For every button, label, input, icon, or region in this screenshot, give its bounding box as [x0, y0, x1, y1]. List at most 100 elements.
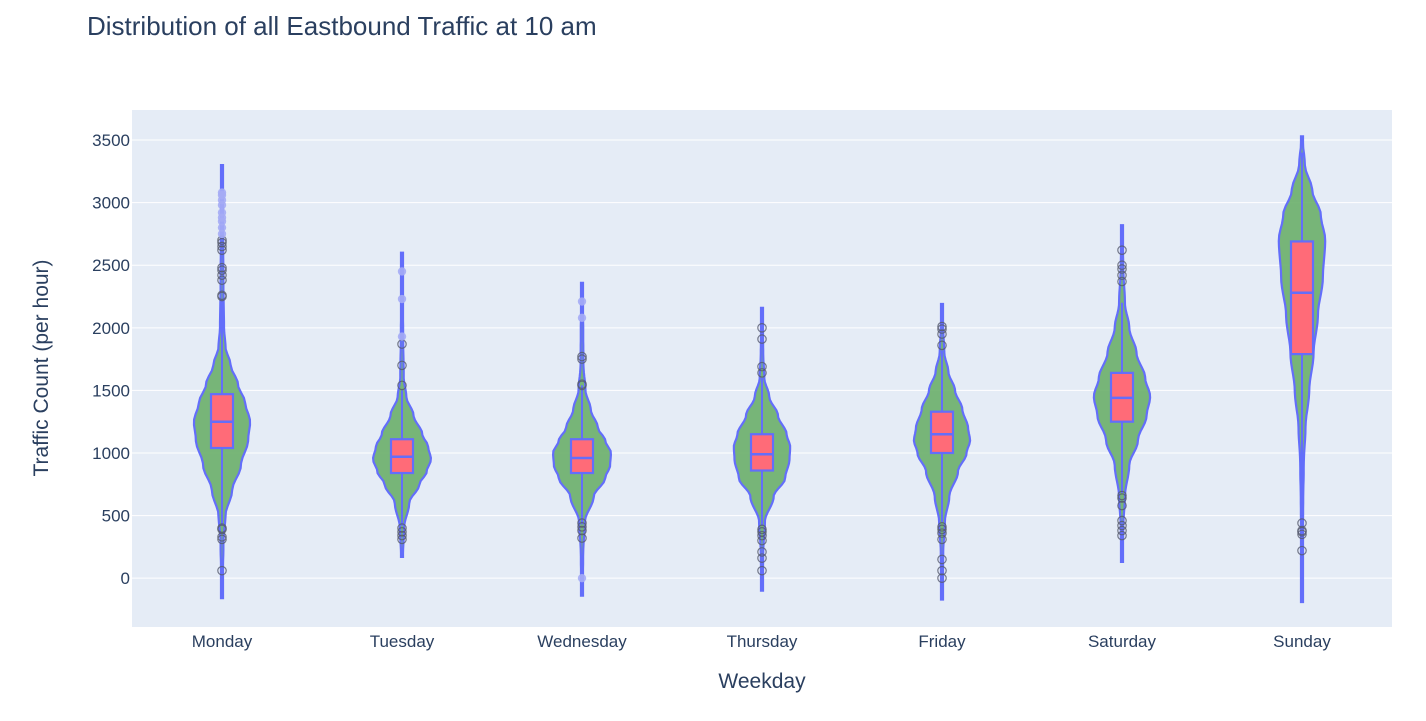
outlier-point [217, 262, 227, 273]
suspected-outlier-point [217, 208, 227, 217]
outlier-point [397, 523, 407, 533]
outlier-point [1117, 500, 1127, 511]
outlier-point [757, 565, 767, 576]
outlier-point [937, 329, 947, 339]
outlier-point [577, 522, 587, 532]
outlier-point [757, 368, 767, 378]
violin-friday [912, 302, 972, 601]
outlier-point [577, 525, 587, 536]
outlier-point [1117, 520, 1127, 531]
y-tick-label: 0 [121, 569, 130, 588]
outlier-point [757, 524, 767, 535]
outlier-point [217, 565, 227, 576]
violin-tuesday [371, 251, 433, 558]
outlier-point [217, 245, 227, 256]
outlier-point [937, 573, 947, 583]
outlier-point [397, 527, 407, 537]
suspected-outlier-point [577, 573, 587, 583]
suspected-outlier-point [577, 297, 587, 306]
x-tick-label: Sunday [1273, 632, 1331, 651]
outlier-point [217, 237, 227, 248]
violins [192, 135, 1327, 604]
outlier-point [1297, 518, 1307, 528]
suspected-outlier-point [217, 188, 227, 197]
x-tick-label: Friday [918, 632, 966, 651]
outlier-point [1297, 529, 1307, 540]
outlier-point [757, 530, 767, 541]
y-tick-label: 3500 [92, 131, 130, 150]
outlier-point [1117, 264, 1127, 274]
suspected-outlier-point [397, 294, 407, 304]
outlier-point [937, 324, 947, 334]
outlier-point [397, 530, 407, 541]
violin-monday [192, 164, 252, 600]
outlier-point [397, 380, 407, 391]
y-tick-label: 1000 [92, 444, 130, 463]
outlier-point [937, 528, 947, 538]
outlier-point [937, 321, 947, 332]
outlier-point [1117, 245, 1127, 256]
outlier-point [937, 534, 947, 545]
y-axis-label: Traffic Count (per hour) [30, 259, 53, 476]
x-tick-label: Thursday [727, 632, 798, 651]
outlier-point [577, 518, 587, 528]
outlier-point [1117, 530, 1127, 541]
suspected-outlier-point [397, 332, 407, 341]
outlier-point [1117, 490, 1127, 501]
outlier-point [937, 522, 947, 532]
outlier-point [577, 351, 587, 362]
outlier-point [1297, 545, 1307, 556]
outlier-point [757, 527, 767, 537]
outlier-point [217, 265, 227, 276]
suspected-outlier-point [397, 267, 407, 276]
outlier-point [757, 547, 767, 557]
y-tick-label: 500 [102, 507, 130, 526]
y-tick-label: 3000 [92, 194, 130, 213]
x-axis-label: Weekday [718, 670, 806, 693]
outlier-point [577, 379, 587, 389]
y-tick-label: 1500 [92, 381, 130, 400]
x-tick-label: Monday [192, 632, 253, 651]
violin-saturday [1092, 224, 1152, 563]
x-tick-label: Saturday [1088, 632, 1157, 651]
outlier-point [217, 523, 227, 533]
outlier-point [577, 533, 587, 543]
x-tick-label: Tuesday [370, 632, 435, 651]
outlier-point [217, 275, 227, 286]
outlier-point [757, 553, 767, 563]
y-axis-ticks: 0 500 1000 1500 2000 2500 3000 3500 [92, 131, 130, 588]
outlier-point [1117, 260, 1127, 271]
chart-title: Distribution of all Eastbound Traffic at… [87, 11, 597, 41]
outlier-point [757, 361, 767, 372]
outlier-point [1297, 525, 1307, 536]
violin-box [749, 433, 775, 472]
violin-wednesday [551, 281, 613, 597]
outlier-point [937, 340, 947, 351]
violin-thursday [732, 306, 792, 592]
outlier-point [217, 270, 227, 281]
x-axis-ticks: Monday Tuesday Wednesday Thursday Friday Satu… [192, 632, 1332, 651]
violin-box [1289, 240, 1315, 356]
outlier-point [217, 290, 227, 301]
outlier-point [1117, 525, 1127, 536]
violin-sunday [1277, 135, 1327, 604]
outlier-point [217, 534, 227, 545]
x-tick-label: Wednesday [537, 632, 627, 651]
outlier-point [1117, 493, 1127, 503]
y-tick-label: 2000 [92, 319, 130, 338]
suspected-outlier-point [217, 223, 227, 232]
violin-box [569, 438, 595, 475]
outlier-point [397, 360, 407, 371]
suspected-outlier-point [577, 313, 587, 323]
y-tick-label: 2500 [92, 256, 130, 275]
outlier-point [937, 524, 947, 535]
outlier-point [1117, 515, 1127, 526]
outlier-point [757, 334, 767, 344]
outlier-point [937, 565, 947, 576]
outlier-point [1117, 276, 1127, 287]
outlier-point [937, 554, 947, 565]
outlier-point [1117, 270, 1127, 281]
suspected-outlier-point [217, 229, 227, 239]
outlier-point [577, 354, 587, 364]
